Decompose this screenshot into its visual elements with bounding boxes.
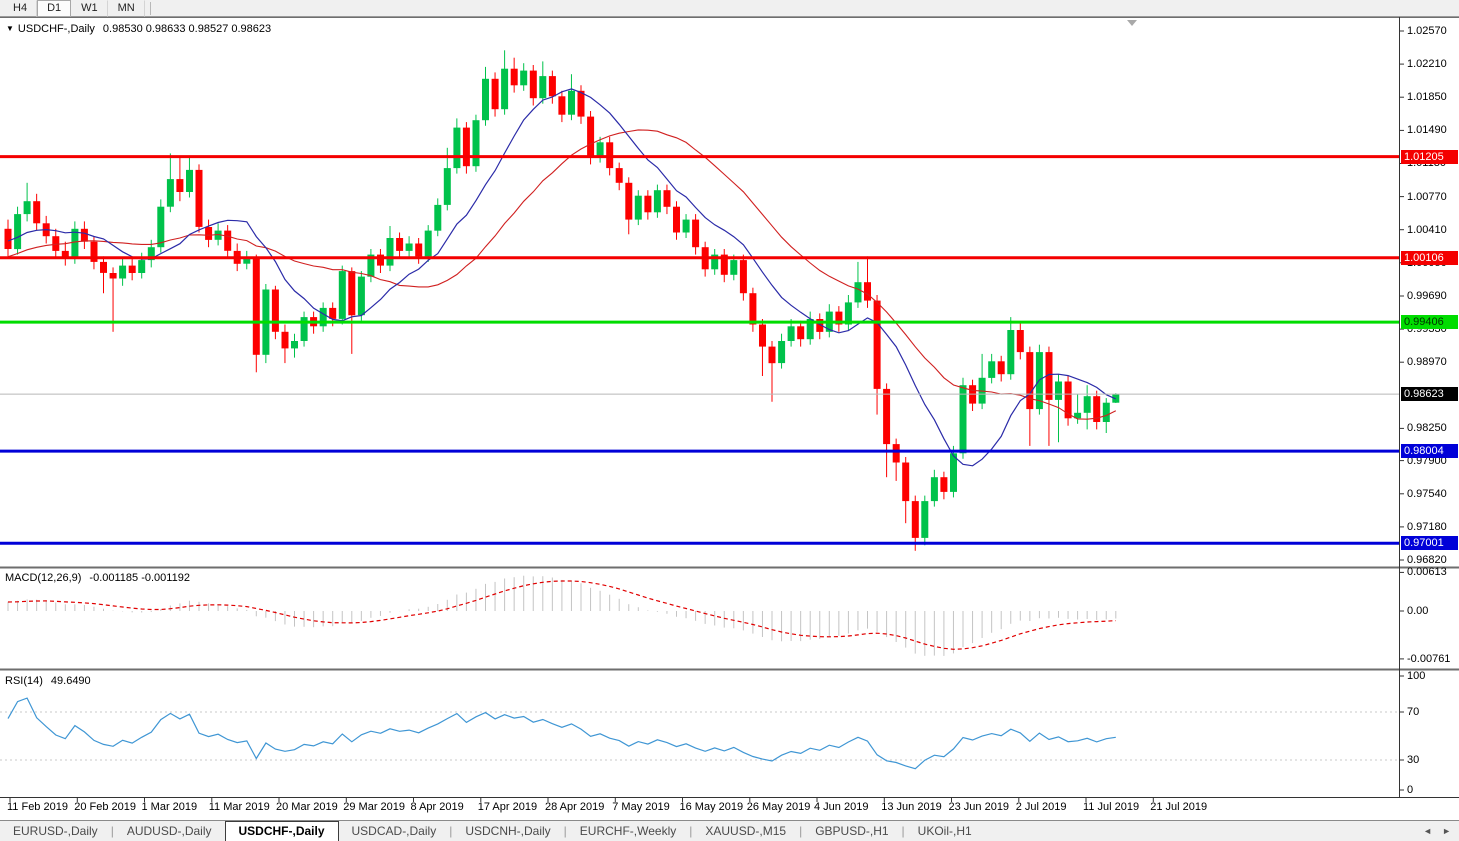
price-axis-tick-0.98250: 0.98250 bbox=[1407, 422, 1447, 435]
chart-canvas[interactable] bbox=[0, 17, 1459, 820]
rsi-indicator-label: RSI(14) 49.6490 bbox=[5, 675, 91, 687]
chart-tab-bar: EURUSD-,Daily | AUDUSD-,Daily USDCHF-,Daily… bbox=[0, 820, 1459, 841]
tab-separator: | bbox=[563, 824, 567, 838]
price-axis-tick-1.02570: 1.02570 bbox=[1407, 25, 1447, 37]
chart-tab-ukoil-h1[interactable]: UKOil-,H1 bbox=[917, 823, 972, 838]
date-axis-tick-26-May-2019: 26 May 2019 bbox=[746, 801, 811, 813]
date-axis-tick-11-Jul-2019: 11 Jul 2019 bbox=[1083, 801, 1140, 813]
date-axis-tick-17-Apr-2019: 17 Apr 2019 bbox=[477, 801, 538, 813]
date-axis-tick-8-Apr-2019: 8 Apr 2019 bbox=[410, 801, 464, 813]
chart-shift-marker-icon[interactable] bbox=[1127, 20, 1137, 26]
current-price-tag: 0.98623 bbox=[1401, 387, 1458, 402]
date-axis-tick-11-Feb-2019: 11 Feb 2019 bbox=[7, 801, 68, 813]
chart-tab-eurchf-weekly[interactable]: EURCHF-,Weekly bbox=[579, 823, 677, 838]
tab-scroll-right-button[interactable]: ► bbox=[1442, 826, 1451, 836]
tab-scroll-left-button[interactable]: ◄ bbox=[1423, 826, 1433, 836]
date-axis-tick-1-Mar-2019: 1 Mar 2019 bbox=[141, 801, 198, 813]
chart-dropdown-icon[interactable]: ▼ bbox=[6, 24, 14, 33]
date-axis-tick-20-Mar-2019: 20 Mar 2019 bbox=[276, 801, 338, 813]
tab-separator: | bbox=[901, 824, 905, 838]
chart-tab-xauusd-m15[interactable]: XAUUSD-,M15 bbox=[705, 823, 787, 838]
price-level-tag-1.01205: 1.01205 bbox=[1401, 149, 1458, 164]
date-axis-tick-11-Mar-2019: 11 Mar 2019 bbox=[208, 801, 270, 813]
timeframe-button-mn[interactable]: MN bbox=[108, 0, 145, 17]
macd-indicator-label: MACD(12,26,9) -0.001185 -0.001192 bbox=[5, 572, 190, 584]
price-level-tag-0.99406: 0.99406 bbox=[1401, 315, 1458, 330]
rsi-axis-tick-70: 70 bbox=[1407, 706, 1420, 718]
price-axis-tick-1.01850: 1.01850 bbox=[1407, 91, 1447, 104]
price-axis-tick-0.97540: 0.97540 bbox=[1407, 487, 1447, 500]
macd-axis-tick-0.00: 0.00 bbox=[1407, 605, 1429, 617]
ma-slow-line bbox=[7, 129, 1117, 420]
price-axis-tick-0.98970: 0.98970 bbox=[1407, 356, 1447, 369]
rsi-name: RSI(14) bbox=[5, 675, 43, 687]
tab-separator: | bbox=[689, 824, 693, 838]
price-axis-tick-0.97180: 0.97180 bbox=[1407, 520, 1447, 533]
rsi-value: 49.6490 bbox=[50, 675, 91, 687]
chart-tab-usdcnh-daily[interactable]: USDCNH-,Daily bbox=[465, 823, 551, 838]
price-axis-tick-0.96820: 0.96820 bbox=[1407, 554, 1447, 566]
chart-tab-usdchf-daily[interactable]: USDCHF-,Daily bbox=[224, 820, 339, 841]
macd-signal-line bbox=[7, 580, 1116, 650]
date-axis-tick-7-May-2019: 7 May 2019 bbox=[612, 801, 670, 813]
date-axis-tick-20-Feb-2019: 20 Feb 2019 bbox=[74, 801, 137, 813]
chart-tab-eurusd-daily[interactable]: EURUSD-,Daily bbox=[13, 823, 98, 838]
rsi-line bbox=[7, 697, 1116, 770]
price-level-tag-0.97001: 0.97001 bbox=[1401, 536, 1458, 551]
chart-title: ▼ USDCHF-,Daily 0.98530 0.98633 0.98527 0.… bbox=[6, 23, 271, 35]
date-axis-tick-13-Jun-2019: 13 Jun 2019 bbox=[881, 801, 942, 813]
timeframe-button-w1[interactable]: W1 bbox=[71, 0, 108, 17]
macd-histogram bbox=[7, 575, 1117, 656]
price-axis-tick-1.00770: 1.00770 bbox=[1407, 190, 1447, 203]
toolbar-separator bbox=[149, 1, 151, 15]
price-axis-tick-1.02210: 1.02210 bbox=[1407, 58, 1447, 71]
macd-values: -0.001185 -0.001192 bbox=[89, 572, 190, 584]
price-axis-tick-1.01490: 1.01490 bbox=[1407, 124, 1447, 137]
date-axis-tick-23-Jun-2019: 23 Jun 2019 bbox=[948, 801, 1010, 813]
ma-fast-line bbox=[7, 88, 1117, 467]
chart-symbol-label: USDCHF-,Daily bbox=[17, 23, 95, 35]
timeframe-toolbar: H4 D1 W1 MN bbox=[0, 0, 1459, 17]
date-axis-tick-16-May-2019: 16 May 2019 bbox=[679, 801, 744, 813]
tab-separator: | bbox=[110, 824, 114, 838]
chart-tab-audusd-daily[interactable]: AUDUSD-,Daily bbox=[126, 823, 212, 838]
tab-scrollers: ◄ ► bbox=[1423, 826, 1451, 836]
price-level-tag-1.00106: 1.00106 bbox=[1401, 250, 1458, 265]
date-axis-tick-21-Jul-2019: 21 Jul 2019 bbox=[1150, 801, 1208, 813]
date-axis-tick-4-Jun-2019: 4 Jun 2019 bbox=[814, 801, 869, 813]
tab-separator: | bbox=[449, 824, 453, 838]
rsi-axis-tick-0: 0 bbox=[1407, 784, 1414, 796]
candles-series bbox=[4, 50, 1120, 551]
macd-name: MACD(12,26,9) bbox=[5, 572, 82, 584]
timeframe-button-h4[interactable]: H4 bbox=[3, 0, 38, 17]
date-axis-tick-28-Apr-2019: 28 Apr 2019 bbox=[545, 801, 605, 813]
macd-axis-tick-0.00613: 0.00613 bbox=[1407, 566, 1447, 579]
price-axis-tick-0.99690: 0.99690 bbox=[1407, 289, 1447, 302]
date-axis-tick-2-Jul-2019: 2 Jul 2019 bbox=[1015, 801, 1067, 813]
tab-separator: | bbox=[799, 824, 803, 838]
rsi-axis-tick-100: 100 bbox=[1407, 670, 1426, 682]
chart-region: ▼ USDCHF-,Daily 0.98530 0.98633 0.98527 0.… bbox=[0, 17, 1459, 820]
chart-ohlc-values: 0.98530 0.98633 0.98527 0.98623 bbox=[102, 23, 272, 35]
macd-axis-tick--0.00761: -0.00761 bbox=[1407, 652, 1451, 665]
rsi-axis-tick-30: 30 bbox=[1407, 754, 1420, 766]
price-axis-tick-1.00410: 1.00410 bbox=[1407, 223, 1447, 236]
chart-tab-gbpusd-h1[interactable]: GBPUSD-,H1 bbox=[815, 823, 889, 838]
timeframe-button-d1[interactable]: D1 bbox=[37, 0, 72, 17]
chart-tab-usdcad-daily[interactable]: USDCAD-,Daily bbox=[351, 823, 437, 838]
date-axis-tick-29-Mar-2019: 29 Mar 2019 bbox=[343, 801, 406, 813]
price-level-tag-0.98004: 0.98004 bbox=[1401, 444, 1458, 459]
